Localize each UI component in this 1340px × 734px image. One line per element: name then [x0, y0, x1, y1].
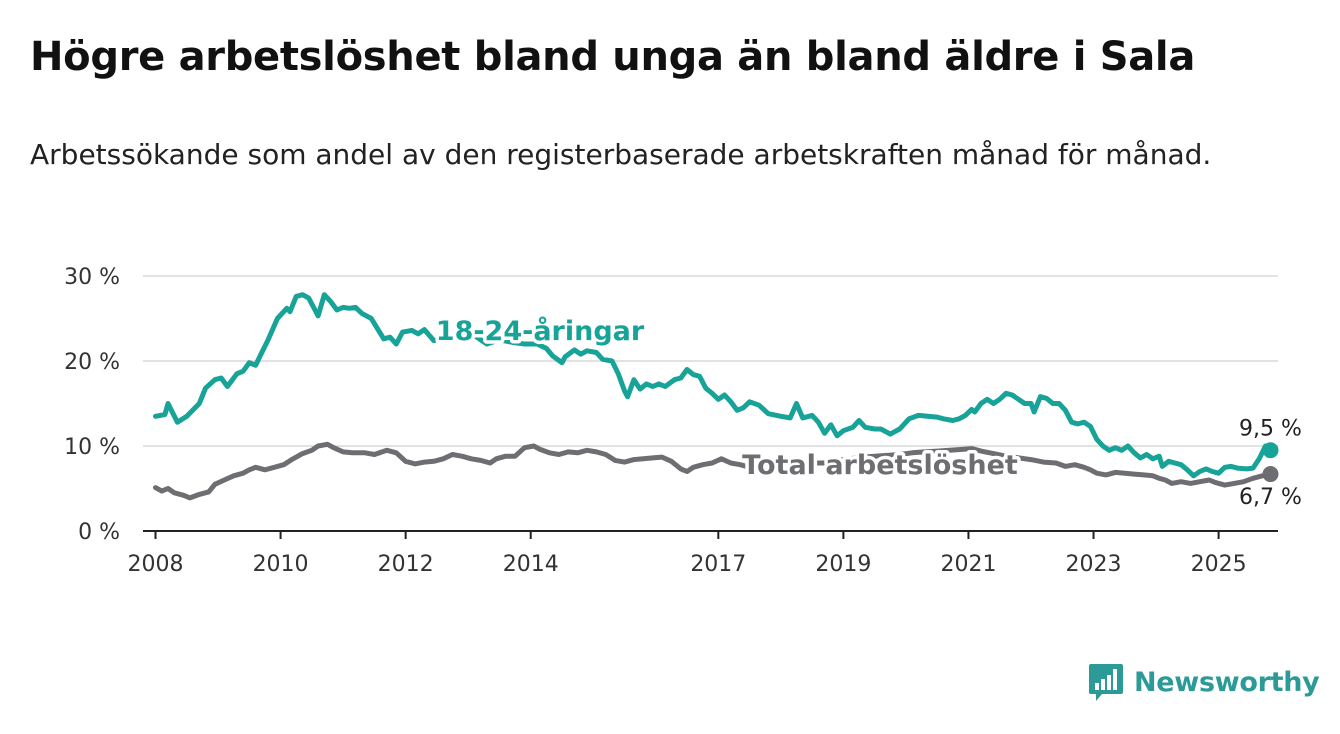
- x-tick-label: 2010: [253, 552, 309, 577]
- newsworthy-logo-icon: [1089, 664, 1123, 701]
- brand-name: Newsworthy: [1134, 666, 1320, 698]
- end-label-youth: 9,5 %: [1239, 416, 1302, 441]
- x-tick-label: 2025: [1191, 552, 1247, 577]
- y-tick-label: 10 %: [64, 435, 120, 460]
- end-dot-youth: [1262, 442, 1279, 459]
- y-tick-label: 0 %: [78, 520, 120, 545]
- series-line-total: [153, 441, 1273, 501]
- series-label-total: Total arbetslöshet: [742, 450, 1018, 481]
- end-label-total: 6,7 %: [1239, 485, 1302, 510]
- x-tick-label: 2023: [1066, 552, 1122, 577]
- x-tick-label: 2017: [690, 552, 746, 577]
- x-tick-label: 2019: [815, 552, 871, 577]
- x-tick-label: 2021: [940, 552, 996, 577]
- y-tick-label: 30 %: [64, 265, 120, 290]
- x-tick-label: 2014: [503, 552, 559, 577]
- series-label-youth: 18-24-åringar: [436, 315, 645, 347]
- newsworthy-brand: Newsworthy: [1088, 660, 1320, 704]
- x-tick-label: 2012: [378, 552, 434, 577]
- x-tick-label: 2008: [128, 552, 184, 577]
- chart-subtitle: Arbetssökande som andel av den registerb…: [30, 138, 1212, 171]
- series-line-youth: [153, 292, 1273, 479]
- chart-title: Högre arbetslöshet bland unga än bland ä…: [30, 34, 1196, 80]
- end-dot-total: [1262, 466, 1279, 483]
- y-tick-label: 20 %: [64, 350, 120, 375]
